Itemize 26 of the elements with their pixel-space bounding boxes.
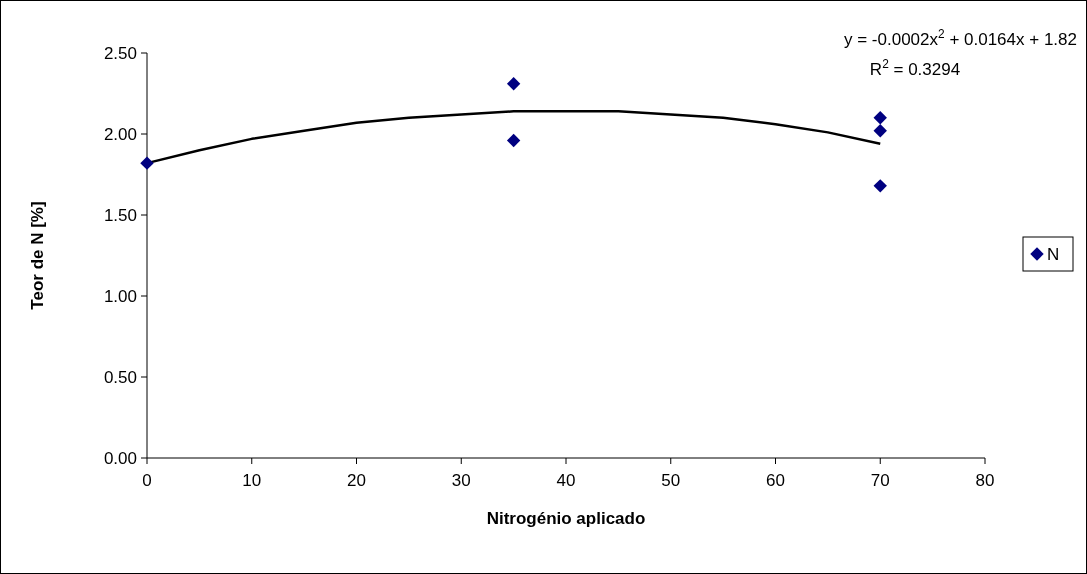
- x-tick-label: 20: [347, 471, 366, 490]
- y-tick-label: 1.00: [103, 287, 137, 306]
- x-tick-label: 70: [870, 471, 890, 490]
- x-tick-label: 0: [142, 471, 152, 490]
- annotation: R$^{2}$ = 0.3294: [869, 57, 961, 79]
- point: [873, 111, 887, 125]
- y-tick-label: 2.00: [103, 125, 137, 144]
- y-axis-title: Teor de N [%]: [28, 201, 47, 310]
- x-tick-label: 80: [975, 471, 995, 490]
- text: y = -0.0002x$^{2}$ + 0.0164x + 1.82: [844, 27, 1077, 49]
- x-axis-title: Nitrogénio aplicado: [486, 509, 646, 528]
- y-tick-label: 2.50: [103, 44, 137, 63]
- point: [873, 179, 887, 193]
- point: [873, 124, 887, 138]
- point: [140, 156, 154, 170]
- y-tick-label: 1.50: [103, 206, 137, 225]
- point: [506, 77, 521, 91]
- legend-label: N: [1047, 245, 1060, 264]
- point: [506, 133, 521, 148]
- y-tick-label: 0.50: [103, 368, 137, 387]
- x-tick-label: 50: [661, 471, 681, 490]
- x-tick-label: 10: [242, 471, 262, 490]
- x-tick-label: 60: [766, 471, 785, 490]
- x-tick-label: 40: [556, 471, 576, 490]
- x-tick-label: 30: [451, 471, 471, 490]
- y-tick-label: 0.00: [103, 449, 137, 468]
